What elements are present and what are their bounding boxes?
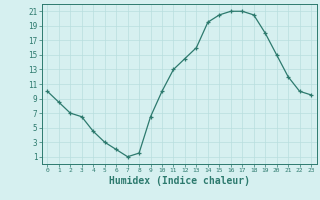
X-axis label: Humidex (Indice chaleur): Humidex (Indice chaleur) xyxy=(109,176,250,186)
